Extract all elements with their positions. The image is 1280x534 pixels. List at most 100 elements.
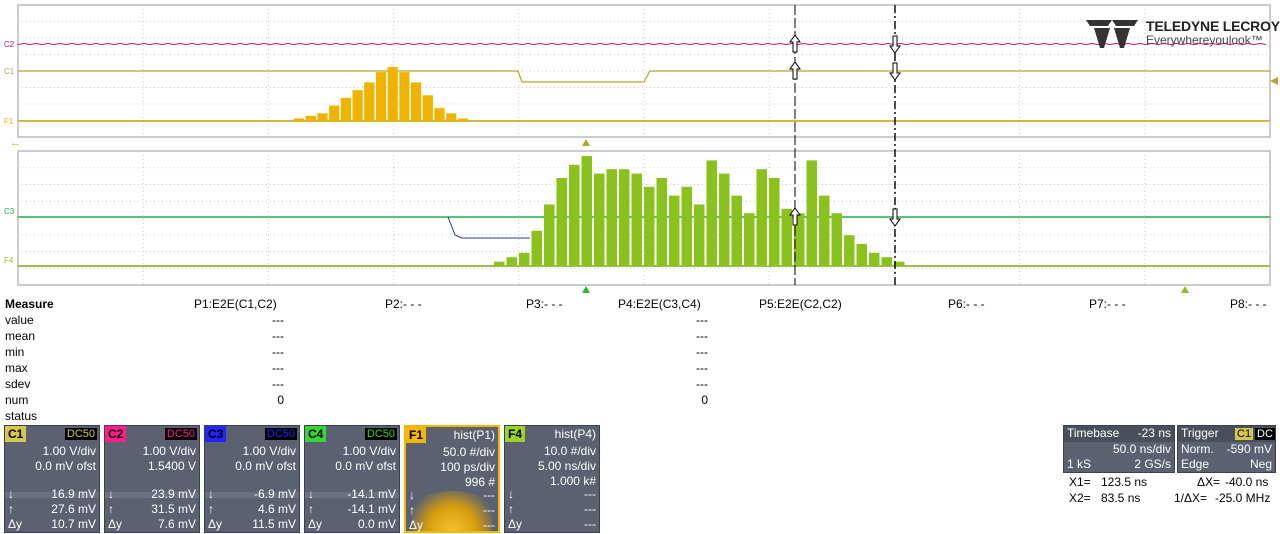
- delta-y-value: 11.5 mV: [252, 517, 296, 531]
- timebase-delay: -23 ns: [1137, 426, 1171, 440]
- f4-hist-bar: [644, 186, 655, 266]
- cursor-up-value: ---: [584, 502, 596, 516]
- f1-hist-bar: [364, 82, 375, 121]
- cursor-x1-value: 123.5 ns: [1101, 475, 1148, 489]
- timebase-label: Timebase: [1067, 426, 1120, 440]
- cursor-up-icon: ↑: [208, 502, 214, 516]
- horizontal-scale: 5.00 ns/div: [537, 459, 596, 473]
- param-p6-header[interactable]: P6:- - -: [948, 297, 985, 311]
- teledyne-lecroy-logo: TELEDYNE LECROY Everywhereyoulook™: [1082, 14, 1280, 50]
- cursor-marker-icon: [789, 207, 801, 226]
- trigger-type: Edge: [1181, 457, 1210, 471]
- vertical-offset: 0.0 mV ofst: [235, 459, 296, 473]
- function-f1-descriptor[interactable]: F1 hist(P1) 50.0 #/div 100 ps/div 996 # …: [404, 425, 500, 533]
- cursor-up-icon: ↑: [8, 502, 14, 516]
- function-f4-descriptor[interactable]: F4 hist(P4) 10.0 #/div 5.00 ns/div 1.000…: [504, 425, 600, 533]
- f4-hist-bar: [806, 160, 817, 266]
- delta-y-value: 7.6 mV: [157, 517, 196, 531]
- divider: [205, 492, 299, 498]
- f4-hist-bar: [894, 261, 905, 266]
- f1-hist-bar: [329, 105, 340, 121]
- channel-c3-descriptor[interactable]: C3 DC50 1.00 V/div 0.0 mV ofst ↓ -6.9 mV…: [204, 425, 300, 533]
- sample-rate: 2 GS/s: [1134, 457, 1171, 471]
- channel-c2-descriptor[interactable]: C2 DC50 1.00 V/div 1.5400 V ↓ 23.9 mV ↑ …: [104, 425, 200, 533]
- f4-hist-bar: [706, 160, 717, 266]
- cursor-up-icon: ↑: [508, 502, 514, 516]
- channel-c1-descriptor[interactable]: C1 DC50 1.00 V/div 0.0 mV ofst ↓ 16.9 mV…: [4, 425, 100, 533]
- param-p8-header[interactable]: P8:- - -: [1230, 297, 1267, 311]
- cursor-up-value: 27.6 mV: [51, 502, 96, 516]
- channel-tag: C4: [305, 426, 327, 442]
- f4-hist-bar: [556, 178, 567, 266]
- row-label-status: status: [5, 409, 38, 423]
- cursor-marker-icon: [789, 61, 801, 80]
- cursor-marker-icon: [889, 35, 901, 54]
- row-label-max: max: [5, 361, 28, 375]
- param-p3-header[interactable]: P3:- - -: [526, 297, 563, 311]
- f4-hist-bar: [506, 257, 517, 266]
- f1-offscreen-arrow-icon: ←: [10, 137, 21, 149]
- trigger-position-icon: [582, 139, 590, 146]
- f4-hist-bar: [756, 169, 767, 266]
- cursor-marker-icon: [789, 34, 801, 53]
- brand-name: TELEDYNE LECROY: [1146, 18, 1280, 34]
- param-p1-header[interactable]: P1:E2E(C1,C2): [194, 297, 277, 311]
- coupling-badge: DC50: [364, 428, 397, 440]
- f1-hist-bar: [375, 72, 387, 121]
- cursor-marker-icon: [889, 208, 901, 227]
- p4-value: ---: [696, 313, 708, 327]
- coupling-badge: DC50: [264, 428, 297, 440]
- row-label-sdev: sdev: [5, 377, 31, 391]
- cursor-down-value: -6.9 mV: [253, 487, 296, 501]
- cursor-down-value: ---: [584, 487, 596, 501]
- f4-hist-bar: [681, 186, 692, 266]
- f4-hist-bar: [719, 173, 730, 266]
- brand-tagline: Everywhereyoulook™: [1146, 33, 1263, 47]
- sample-count: 1 kS: [1067, 457, 1092, 471]
- coupling-badge: DC50: [64, 428, 97, 440]
- vertical-offset: 1.5400 V: [147, 459, 196, 473]
- c1-waveform: [18, 70, 1270, 83]
- delta-y-label: Δy: [308, 517, 323, 531]
- delta-y-label: Δy: [108, 517, 123, 531]
- delta-y-label: Δy: [508, 517, 523, 531]
- cursor-dx-label: ΔX=: [1197, 475, 1221, 489]
- timebase-descriptor[interactable]: Timebase -23 ns 50.0 ns/div 1 kS 2 GS/s: [1063, 425, 1175, 473]
- f1-hist-bar: [387, 67, 398, 121]
- p4-sdev: ---: [696, 377, 708, 391]
- cursor-down-icon: ↓: [508, 487, 514, 501]
- cursor-up-value: -14.1 mV: [347, 502, 396, 516]
- param-p5-header[interactable]: P5:E2E(C2,C2): [759, 297, 842, 311]
- vertical-offset: 0.0 mV ofst: [35, 459, 96, 473]
- cursor-down-icon: ↓: [108, 487, 114, 501]
- vertical-scale: 1.00 V/div: [142, 444, 196, 458]
- p4-mean: ---: [696, 329, 708, 343]
- function-source: hist(P4): [554, 427, 596, 441]
- vertical-scale: 50.0 #/div: [442, 445, 495, 459]
- cursor-marker-icon: [889, 62, 901, 81]
- oscilloscope-display[interactable]: C2 C1 F1 C3 F4 ←: [0, 0, 1280, 296]
- f4-hist-bar: [881, 257, 892, 266]
- f1-hist-bar: [446, 113, 457, 121]
- delta-y-label: Δy: [208, 517, 223, 531]
- cursor-down-icon: ↓: [308, 487, 314, 501]
- row-label-num: num: [5, 393, 29, 407]
- divider: [305, 492, 399, 498]
- horizontal-scale: 100 ps/div: [440, 460, 495, 474]
- cursor-inv-dx-value: -25.0 MHz: [1215, 491, 1271, 505]
- f4-hist-bar: [656, 178, 667, 266]
- cursor-up-icon: ↑: [308, 502, 314, 516]
- param-p7-header[interactable]: P7:- - -: [1089, 297, 1126, 311]
- f4-hist-bar: [494, 261, 505, 266]
- cursor-up-value: 4.6 mV: [257, 502, 296, 516]
- delta-y-label: Δy: [8, 517, 23, 531]
- trigger-descriptor[interactable]: Trigger C1 DC Norm. -590 mV Edge Neg: [1177, 425, 1276, 473]
- channel-c4-descriptor[interactable]: C4 DC50 1.00 V/div 0.0 mV ofst ↓ -14.1 m…: [304, 425, 400, 533]
- param-p2-header[interactable]: P2:- - -: [385, 297, 422, 311]
- p4-num: 0: [701, 393, 708, 407]
- f1-hist-bar: [399, 72, 410, 121]
- param-p4-header[interactable]: P4:E2E(C3,C4): [618, 297, 701, 311]
- f1-hist-bar: [340, 97, 351, 121]
- f4-hist-bar: [581, 156, 592, 266]
- f4-hist-bar: [544, 204, 555, 266]
